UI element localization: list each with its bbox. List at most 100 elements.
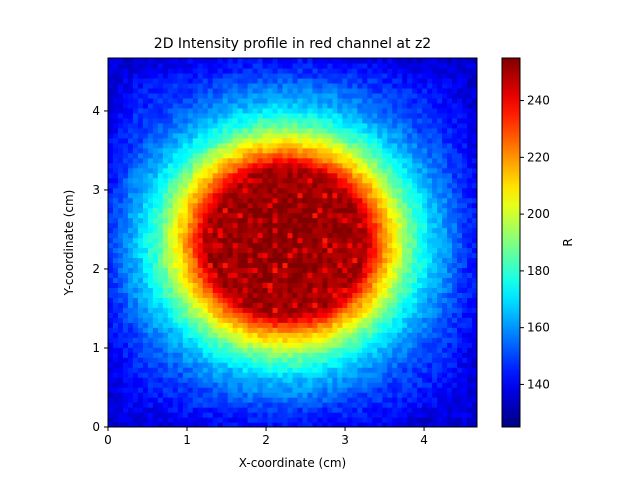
heatmap-cell	[352, 317, 358, 323]
heatmap-cell	[217, 287, 224, 293]
heatmap-cell	[142, 407, 149, 413]
heatmap-cell	[227, 162, 234, 169]
heatmap-cell	[207, 212, 214, 219]
heatmap-cell	[267, 207, 274, 214]
heatmap-cell	[437, 87, 443, 94]
heatmap-cell	[262, 92, 269, 99]
heatmap-cell	[122, 157, 129, 164]
heatmap-cell	[192, 417, 199, 423]
heatmap-cell	[432, 382, 438, 388]
heatmap-cell	[227, 407, 234, 413]
heatmap-cell	[392, 402, 398, 408]
heatmap-cell	[232, 212, 239, 219]
heatmap-cell	[292, 372, 299, 378]
heatmap-cell	[187, 132, 194, 139]
heatmap-cell	[227, 227, 234, 234]
heatmap-cell	[392, 362, 398, 368]
heatmap-cell	[307, 217, 314, 224]
heatmap-cell	[367, 92, 373, 99]
heatmap-cell	[387, 167, 393, 174]
heatmap-cell	[352, 67, 358, 74]
heatmap-cell	[162, 267, 169, 274]
heatmap-cell	[347, 92, 353, 99]
heatmap-cell	[392, 392, 398, 398]
heatmap-cell	[422, 222, 428, 229]
heatmap-cell	[297, 382, 304, 388]
heatmap-cell	[167, 412, 174, 418]
heatmap-cell	[142, 152, 149, 159]
heatmap-cell	[212, 62, 219, 69]
heatmap-cell	[357, 337, 363, 343]
heatmap-cell	[142, 262, 149, 269]
heatmap-cell	[112, 402, 119, 408]
heatmap-cell	[252, 322, 259, 328]
heatmap-cell	[277, 252, 284, 259]
heatmap-cell	[427, 212, 433, 219]
heatmap-cell	[327, 262, 333, 269]
heatmap-cell	[322, 242, 329, 249]
heatmap-cell	[342, 387, 348, 393]
heatmap-cell	[132, 202, 139, 209]
heatmap-cell	[222, 177, 229, 184]
heatmap-cell	[292, 322, 299, 328]
heatmap-cell	[297, 327, 304, 333]
heatmap-cell	[362, 172, 368, 179]
heatmap-cell	[177, 297, 184, 303]
heatmap-cell	[422, 372, 428, 378]
heatmap-cell	[222, 262, 229, 269]
heatmap-cell	[402, 302, 408, 308]
heatmap-cell	[357, 192, 363, 199]
heatmap-cell	[202, 417, 209, 423]
heatmap-cell	[322, 122, 329, 129]
heatmap-cell	[427, 172, 433, 179]
heatmap-cell	[152, 252, 159, 259]
heatmap-cell	[108, 77, 114, 84]
heatmap-cell	[367, 247, 373, 254]
heatmap-cell	[217, 172, 224, 179]
heatmap-cell	[197, 222, 204, 229]
heatmap-cell	[417, 142, 423, 149]
heatmap-cell	[402, 112, 408, 119]
heatmap-cell	[362, 282, 368, 288]
heatmap-cell	[202, 107, 209, 114]
heatmap-cell	[112, 212, 119, 219]
heatmap-cell	[237, 197, 244, 204]
heatmap-cell	[187, 77, 194, 84]
heatmap-cell	[317, 187, 324, 194]
heatmap-cell	[257, 72, 264, 79]
heatmap-cell	[337, 392, 343, 398]
heatmap-cell	[367, 147, 373, 154]
heatmap-cell	[212, 82, 219, 89]
heatmap-cell	[272, 287, 279, 293]
heatmap-cell	[277, 322, 284, 328]
heatmap-cell	[247, 172, 254, 179]
heatmap-cell	[417, 172, 423, 179]
heatmap-cell	[342, 147, 348, 154]
heatmap-cell	[437, 422, 443, 427]
heatmap-cell	[272, 377, 279, 383]
heatmap-cell	[197, 352, 204, 358]
heatmap-cell	[367, 212, 373, 219]
heatmap-cell	[282, 252, 289, 259]
heatmap-cell	[212, 242, 219, 249]
heatmap-cell	[347, 132, 353, 139]
heatmap-cell	[108, 232, 114, 239]
heatmap-cell	[217, 132, 224, 139]
heatmap-cell	[108, 112, 114, 119]
heatmap-cell	[282, 162, 289, 169]
heatmap-cell	[127, 232, 134, 239]
heatmap-cell	[242, 107, 249, 114]
heatmap-cell	[202, 177, 209, 184]
heatmap-cell	[337, 422, 343, 427]
heatmap-cell	[347, 187, 353, 194]
heatmap-cell	[137, 317, 144, 323]
heatmap-cell	[147, 307, 154, 313]
heatmap-cell	[232, 262, 239, 269]
heatmap-cell	[262, 137, 269, 144]
heatmap-cell	[322, 247, 329, 254]
heatmap-cell	[337, 152, 343, 159]
heatmap-cell	[302, 342, 309, 348]
heatmap-cell	[127, 382, 134, 388]
heatmap-cell	[407, 252, 413, 259]
heatmap-cell	[197, 242, 204, 249]
